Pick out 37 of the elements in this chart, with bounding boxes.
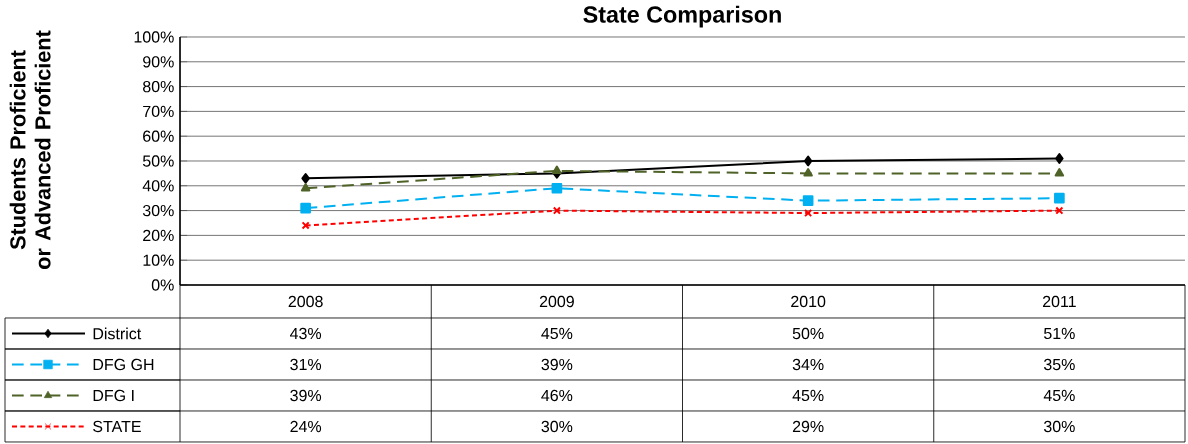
x-tick-label: 2008 <box>288 295 323 308</box>
data-label: 45% <box>541 327 573 340</box>
x-tick-label: 2010 <box>791 295 826 308</box>
y-tick-label: 20% <box>143 229 174 242</box>
data-label: 45% <box>1043 389 1075 402</box>
x-tick-label: 2009 <box>539 295 574 308</box>
data-label: 29% <box>792 420 824 433</box>
y-tick-label: 10% <box>143 254 174 266</box>
chart-title: State Comparison <box>583 5 781 28</box>
y-tick-label: 90% <box>143 56 174 68</box>
data-label: 39% <box>290 389 322 402</box>
data-label: 39% <box>541 358 573 371</box>
y-tick-label: 60% <box>143 130 174 142</box>
legend-label: DFG GH <box>93 358 154 371</box>
data-label: 35% <box>1043 358 1075 371</box>
data-label: 51% <box>1044 327 1075 340</box>
data-label: 30% <box>1043 420 1075 433</box>
data-label: 50% <box>792 327 824 340</box>
data-label: 45% <box>792 389 824 402</box>
data-label: 34% <box>792 358 824 371</box>
data-label: 31% <box>290 358 322 371</box>
y-tick-label: 40% <box>142 180 174 192</box>
data-label: 24% <box>290 420 322 433</box>
data-label: 43% <box>289 327 322 340</box>
legend-label: District <box>93 327 142 340</box>
data-label: 30% <box>541 420 573 433</box>
y-axis-title: Students Proficient or Advanced Proficient <box>9 30 51 269</box>
y-tick-label: 80% <box>143 80 174 93</box>
legend-label: STATE <box>93 420 141 433</box>
data-label: 46% <box>541 389 573 402</box>
x-tick-label: 2011 <box>1042 295 1076 308</box>
y-tick-label: 30% <box>142 204 174 217</box>
y-tick-label: 100% <box>134 31 174 43</box>
y-tick-label: 70% <box>143 105 174 118</box>
legend-label: DFG I <box>93 389 134 402</box>
y-tick-label: 50% <box>142 155 174 167</box>
y-tick-label: 0% <box>151 279 174 291</box>
